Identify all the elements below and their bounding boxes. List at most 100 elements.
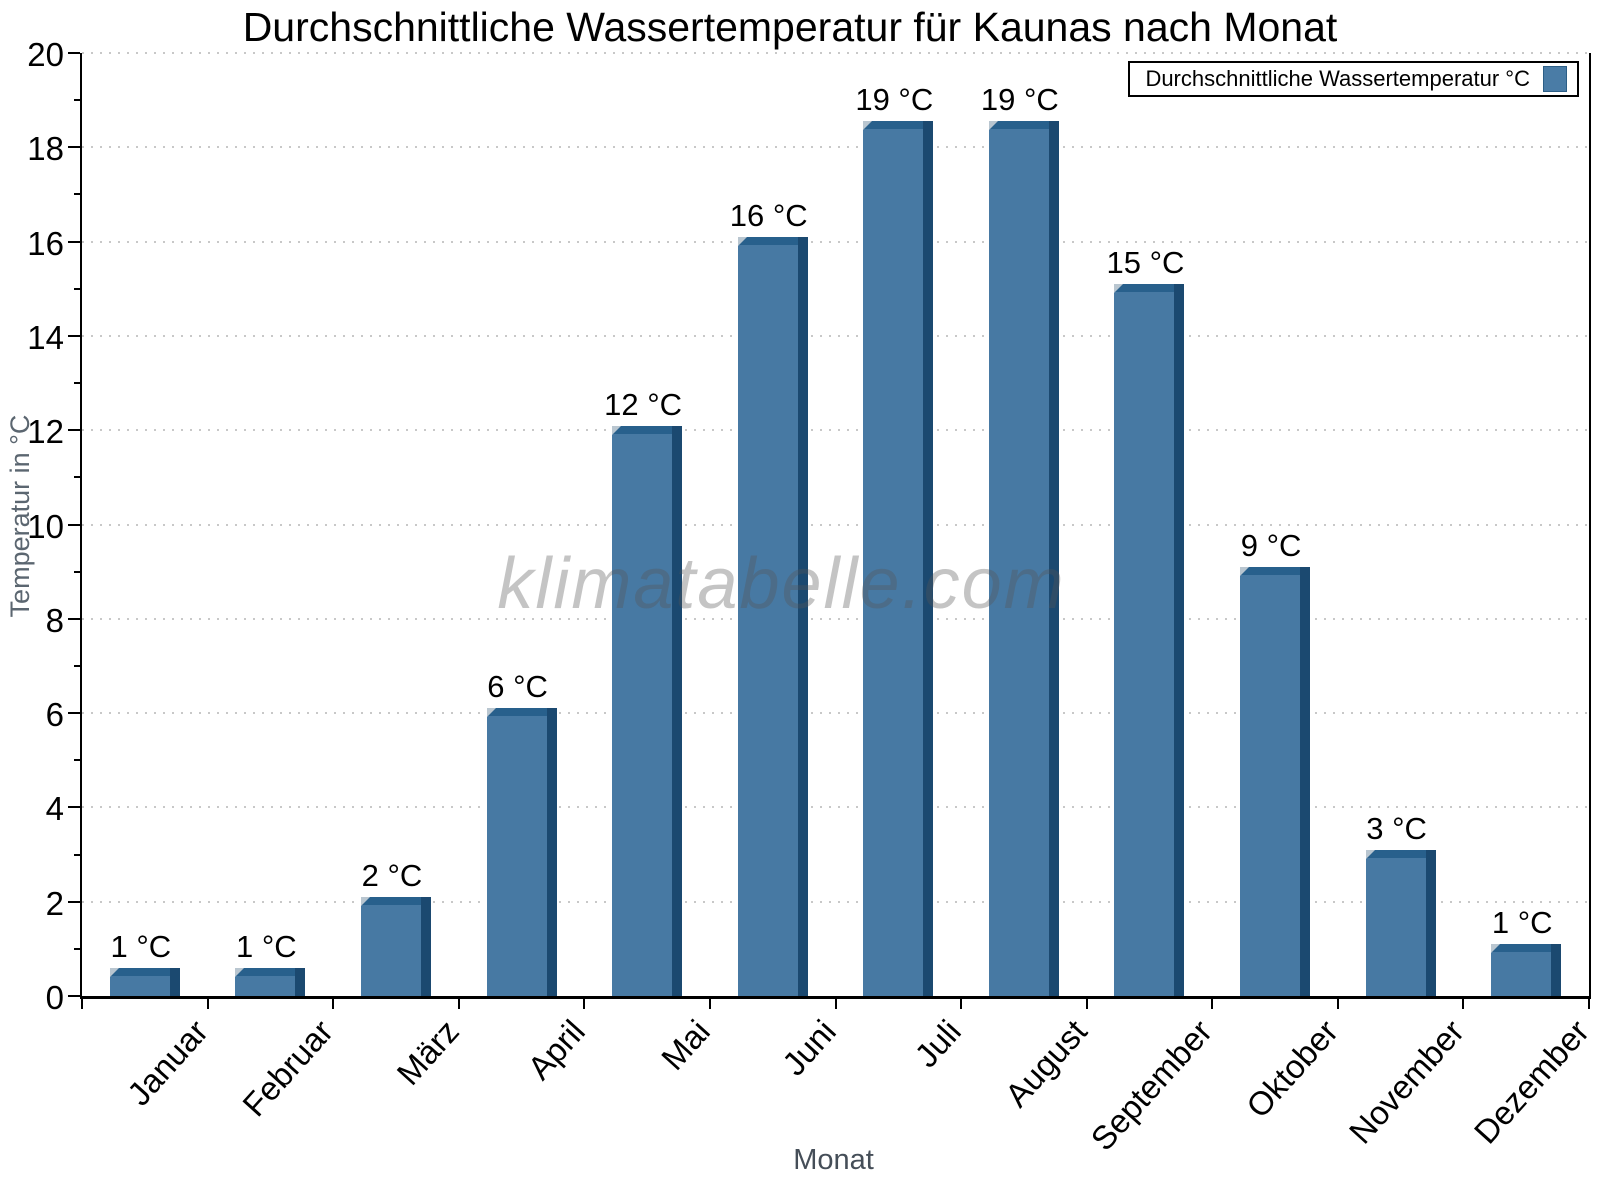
- watermark: klimatabelle.com: [497, 544, 1066, 624]
- x-tick: [1336, 999, 1339, 1009]
- x-tick: [457, 999, 460, 1009]
- bar-top-shade: [1114, 284, 1185, 293]
- x-tick: [81, 999, 83, 1009]
- y-tick-label: 18: [27, 130, 64, 168]
- bar-corner-highlight: [109, 967, 119, 977]
- bar-side-shade: [295, 967, 306, 996]
- bar-side-shade: [169, 967, 180, 996]
- y-tick-label: 12: [27, 413, 64, 451]
- x-axis-label-september: September: [1083, 1012, 1220, 1158]
- x-axis-label-januar: Januar: [119, 1012, 215, 1113]
- gridline: [82, 617, 1589, 620]
- x-axis-label-mai: Mai: [654, 1012, 718, 1077]
- bar-top-shade: [109, 967, 180, 976]
- bar-value-label: 19 °C: [980, 82, 1059, 118]
- bar-corner-highlight: [235, 967, 245, 977]
- legend-label: Durchschnittliche Wassertemperatur °C: [1145, 66, 1530, 91]
- x-axis-label-oktober: Oktober: [1238, 1012, 1346, 1125]
- gridline: [82, 806, 1589, 809]
- legend-swatch-icon: [1543, 66, 1567, 92]
- bar-märz: [360, 897, 431, 996]
- y-tick-label: 10: [27, 507, 64, 545]
- y-major-tick: [68, 617, 80, 620]
- x-axis-title: Monat: [793, 1144, 874, 1176]
- y-tick-label: 2: [45, 884, 64, 922]
- y-minor-tick: [74, 947, 80, 950]
- bar-value-label: 9 °C: [1240, 527, 1302, 563]
- bar-top-shade: [486, 708, 557, 717]
- bar-juli: [863, 121, 934, 996]
- bar-value-label: 12 °C: [604, 386, 683, 422]
- gridline: [82, 523, 1589, 526]
- bar-corner-highlight: [1365, 849, 1375, 859]
- y-minor-tick: [74, 99, 80, 102]
- x-tick: [960, 999, 963, 1009]
- bar-april: [486, 708, 557, 996]
- bar-side-shade: [923, 121, 934, 996]
- bar-side-shade: [546, 708, 557, 996]
- y-minor-tick: [74, 759, 80, 762]
- gridline: [82, 146, 1589, 149]
- y-tick-label: 6: [45, 696, 64, 734]
- bar-corner-highlight: [1491, 944, 1501, 954]
- y-major-tick: [68, 240, 80, 243]
- bar-value-label: 16 °C: [729, 197, 808, 233]
- bar-corner-highlight: [1240, 566, 1250, 576]
- y-minor-tick: [74, 570, 80, 573]
- y-major-tick: [68, 523, 80, 526]
- bar-side-shade: [1551, 944, 1562, 996]
- legend: Durchschnittliche Wassertemperatur °C: [1128, 61, 1579, 97]
- x-axis-label-august: August: [997, 1012, 1094, 1114]
- chart-title: Durchschnittliche Wassertemperatur für K…: [242, 4, 1338, 50]
- y-tick-label: 0: [45, 979, 64, 1016]
- x-tick: [332, 999, 335, 1009]
- bar-value-label: 1 °C: [236, 928, 297, 964]
- bar-corner-highlight: [737, 236, 747, 246]
- bar-value-label: 2 °C: [361, 858, 423, 893]
- x-axis-label-februar: Februar: [235, 1012, 341, 1124]
- y-tick-label: 20: [27, 36, 64, 73]
- y-major-tick: [68, 334, 80, 337]
- x-tick: [206, 999, 209, 1009]
- y-major-tick: [68, 995, 80, 997]
- x-axis-label-märz: März: [389, 1012, 466, 1092]
- bar-corner-highlight: [360, 897, 370, 906]
- y-tick-label: 8: [45, 601, 64, 639]
- gridline: [82, 240, 1589, 243]
- x-tick: [1462, 999, 1465, 1009]
- bar-corner-highlight: [863, 121, 873, 131]
- y-major-tick: [68, 900, 80, 903]
- gridline: [82, 712, 1589, 715]
- bar-side-shade: [1048, 121, 1059, 996]
- bar-august: [988, 121, 1059, 996]
- bar-dezember: [1491, 944, 1562, 996]
- x-tick: [1211, 999, 1214, 1009]
- y-minor-tick: [74, 193, 80, 196]
- x-tick: [1588, 999, 1590, 1009]
- bar-value-label: 1 °C: [110, 928, 172, 964]
- bar-side-shade: [672, 425, 683, 996]
- x-axis-label-november: November: [1341, 1012, 1471, 1151]
- bar-top-shade: [737, 236, 808, 245]
- x-tick: [583, 999, 586, 1009]
- x-axis-label-juni: Juni: [774, 1012, 843, 1083]
- y-minor-tick: [74, 476, 80, 479]
- y-major-tick: [68, 52, 80, 54]
- bar-value-label: 3 °C: [1366, 810, 1427, 846]
- gridline: [82, 900, 1589, 903]
- bar-side-shade: [797, 236, 808, 996]
- bar-oktober: [1240, 566, 1311, 996]
- y-tick-label: 16: [27, 224, 64, 262]
- bar-top-shade: [360, 897, 431, 905]
- y-minor-tick: [74, 853, 80, 856]
- x-axis-label-juli: Juli: [907, 1012, 969, 1075]
- bar-top-shade: [988, 121, 1059, 130]
- x-tick: [1085, 999, 1088, 1009]
- y-major-tick: [68, 146, 80, 149]
- bar-januar: [109, 967, 180, 996]
- bar-september: [1114, 284, 1185, 996]
- bar-juni: [737, 236, 808, 996]
- y-tick-label: 14: [27, 318, 64, 356]
- x-tick: [708, 999, 711, 1009]
